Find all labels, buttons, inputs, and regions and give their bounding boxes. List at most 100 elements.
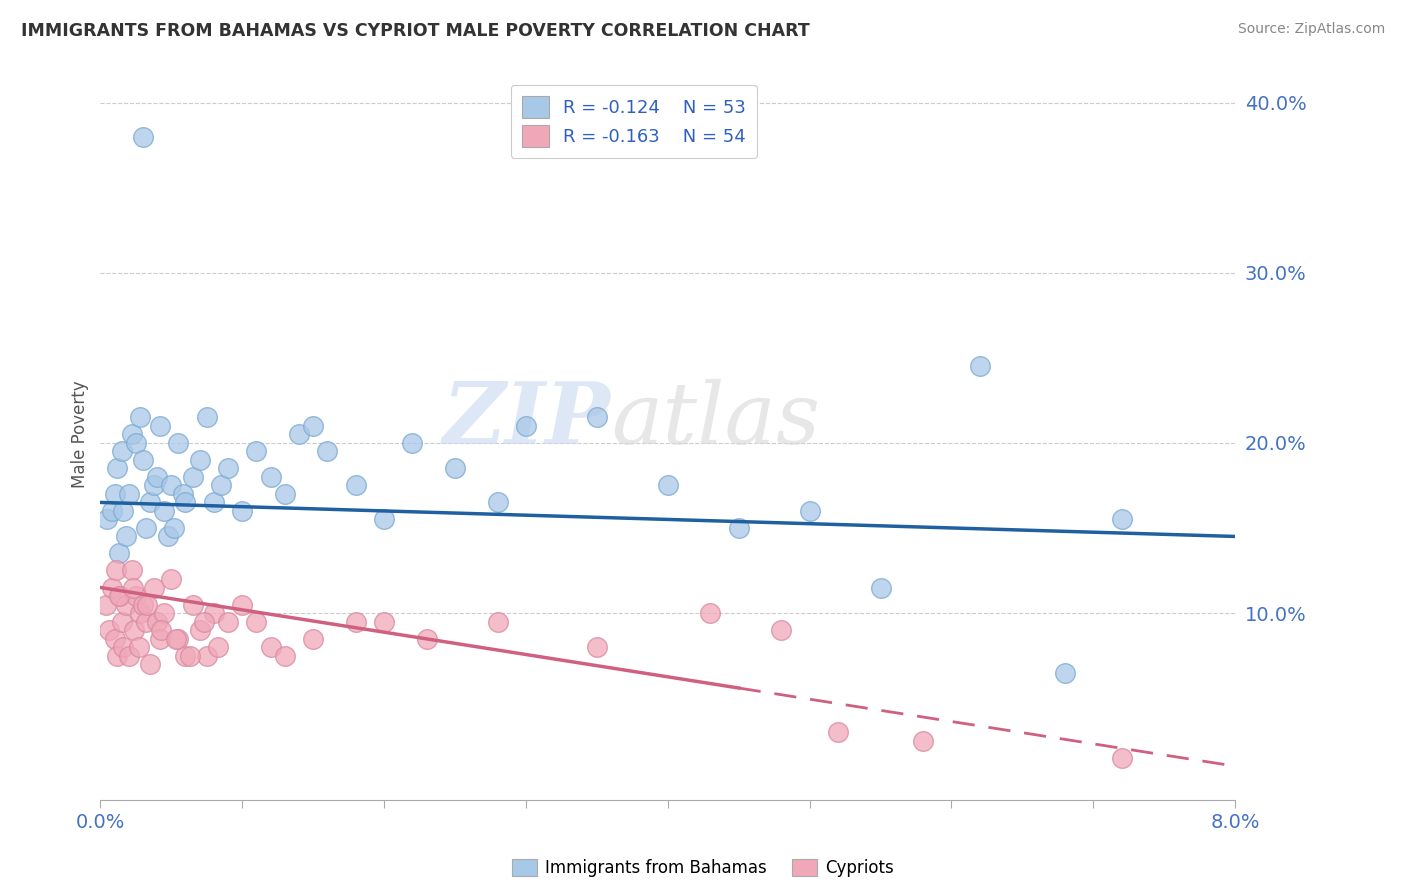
Point xyxy=(108,589,131,603)
Point xyxy=(153,504,176,518)
Point xyxy=(111,615,134,629)
Point xyxy=(179,648,201,663)
Point xyxy=(129,410,152,425)
Point xyxy=(146,470,169,484)
Point xyxy=(302,632,325,646)
Point xyxy=(132,129,155,144)
Text: ZIP: ZIP xyxy=(443,378,612,461)
Point xyxy=(132,598,155,612)
Point xyxy=(515,418,537,433)
Point xyxy=(344,478,367,492)
Point xyxy=(174,495,197,509)
Point xyxy=(288,427,311,442)
Point xyxy=(174,648,197,663)
Point xyxy=(415,632,437,646)
Point xyxy=(107,546,129,560)
Point xyxy=(259,470,281,484)
Point xyxy=(149,632,172,646)
Point xyxy=(486,495,509,509)
Point xyxy=(112,640,135,654)
Point xyxy=(373,512,395,526)
Point xyxy=(150,623,173,637)
Point xyxy=(160,572,183,586)
Point xyxy=(969,359,991,374)
Point xyxy=(202,606,225,620)
Point xyxy=(111,444,134,458)
Point xyxy=(104,564,127,578)
Point xyxy=(129,606,152,620)
Point xyxy=(103,487,125,501)
Point xyxy=(135,521,157,535)
Point xyxy=(100,504,122,518)
Point xyxy=(165,632,187,646)
Point xyxy=(207,640,229,654)
Point xyxy=(157,529,180,543)
Point xyxy=(1111,750,1133,764)
Point xyxy=(1053,665,1076,680)
Point xyxy=(401,435,423,450)
Point xyxy=(105,648,128,663)
Point xyxy=(699,606,721,620)
Point xyxy=(195,410,218,425)
Point xyxy=(344,615,367,629)
Point xyxy=(245,615,267,629)
Point xyxy=(193,615,215,629)
Point xyxy=(217,615,239,629)
Point xyxy=(181,598,204,612)
Point xyxy=(121,564,143,578)
Point xyxy=(128,640,150,654)
Point xyxy=(115,598,138,612)
Point xyxy=(149,418,172,433)
Legend: R = -0.124    N = 53, R = -0.163    N = 54: R = -0.124 N = 53, R = -0.163 N = 54 xyxy=(510,85,756,158)
Point xyxy=(96,512,118,526)
Point xyxy=(209,478,232,492)
Point xyxy=(135,615,157,629)
Point xyxy=(231,598,253,612)
Point xyxy=(373,615,395,629)
Point xyxy=(118,487,141,501)
Point xyxy=(105,461,128,475)
Point xyxy=(167,435,190,450)
Point xyxy=(444,461,467,475)
Point xyxy=(153,606,176,620)
Point xyxy=(103,632,125,646)
Point xyxy=(112,504,135,518)
Point xyxy=(869,581,891,595)
Point xyxy=(274,648,297,663)
Point xyxy=(118,648,141,663)
Point xyxy=(245,444,267,458)
Point xyxy=(107,589,129,603)
Point xyxy=(167,632,190,646)
Point xyxy=(115,529,138,543)
Point xyxy=(486,615,509,629)
Point xyxy=(195,648,218,663)
Point xyxy=(585,640,607,654)
Point xyxy=(143,581,166,595)
Point xyxy=(122,581,145,595)
Point xyxy=(139,657,162,671)
Point xyxy=(132,453,155,467)
Point xyxy=(146,615,169,629)
Point xyxy=(143,478,166,492)
Point xyxy=(316,444,339,458)
Point xyxy=(125,589,148,603)
Text: Source: ZipAtlas.com: Source: ZipAtlas.com xyxy=(1237,22,1385,37)
Point xyxy=(97,623,120,637)
Point xyxy=(259,640,281,654)
Point xyxy=(125,435,148,450)
Point xyxy=(657,478,679,492)
Point xyxy=(181,470,204,484)
Point xyxy=(136,598,159,612)
Point xyxy=(121,427,143,442)
Point xyxy=(202,495,225,509)
Text: atlas: atlas xyxy=(612,378,820,461)
Point xyxy=(274,487,297,501)
Point xyxy=(188,453,211,467)
Point xyxy=(231,504,253,518)
Point xyxy=(94,598,117,612)
Point xyxy=(770,623,793,637)
Point xyxy=(727,521,749,535)
Point xyxy=(799,504,821,518)
Point xyxy=(585,410,607,425)
Point xyxy=(163,521,186,535)
